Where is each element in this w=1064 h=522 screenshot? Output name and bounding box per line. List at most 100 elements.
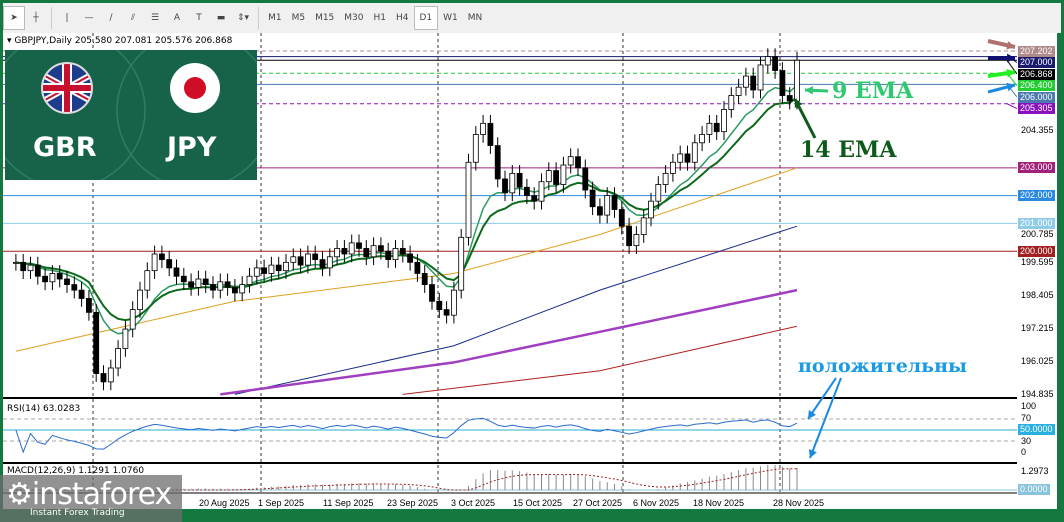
candle <box>597 206 603 216</box>
timeframe-m15[interactable]: M15 <box>315 13 335 23</box>
ema-14-line <box>15 96 798 322</box>
candle <box>42 275 48 283</box>
candle <box>757 64 764 91</box>
arrows-dropdown-icon[interactable]: ⇕▾ <box>237 13 250 23</box>
date-label: 6 Nov 2025 <box>633 498 680 508</box>
candle <box>246 275 253 285</box>
candle <box>173 267 180 277</box>
candle <box>743 75 749 88</box>
candle <box>195 278 202 288</box>
candle <box>538 181 545 202</box>
candle <box>480 122 487 135</box>
pair-left-label: GBR <box>33 132 97 163</box>
chart-canvas[interactable] <box>3 33 1017 509</box>
candle <box>275 264 282 272</box>
candle <box>86 298 92 313</box>
rsi-level: 30 <box>1021 435 1032 446</box>
candle <box>231 286 238 294</box>
timeframe-h1[interactable]: H1 <box>373 13 387 23</box>
vertical-line-icon[interactable]: | <box>65 13 69 23</box>
candle <box>188 281 195 288</box>
fibonacci-fan-icon[interactable]: ⫽ <box>130 13 135 23</box>
cursor-icon[interactable]: ➤ <box>3 6 25 30</box>
timeframe-w1[interactable]: W1 <box>443 13 458 23</box>
price-axis[interactable]: 207.202 207.000 206.868 206.400 206.000 205.3… <box>1017 33 1057 509</box>
timeframe-h4[interactable]: H4 <box>396 13 409 23</box>
candle <box>107 367 114 383</box>
candle <box>348 242 355 255</box>
candle <box>392 248 399 260</box>
candle <box>443 309 450 316</box>
candle <box>239 284 246 294</box>
watermark-tagline: Instant Forex Trading <box>30 508 125 518</box>
trendline-icon[interactable]: / <box>109 13 113 23</box>
uk-flag-icon <box>41 62 93 114</box>
date-label: 23 Sep 2025 <box>387 498 439 508</box>
candle <box>458 236 465 291</box>
candle <box>202 278 209 285</box>
candle <box>494 145 501 180</box>
price-tick: 196.025 <box>1021 356 1054 367</box>
candle <box>502 178 508 194</box>
timeframe-m5[interactable]: M5 <box>291 13 306 23</box>
rsi-line <box>15 417 798 454</box>
timeframe-m1[interactable]: M1 <box>268 13 282 23</box>
candle <box>414 261 421 274</box>
candle <box>721 109 727 133</box>
level-label: 206.400 <box>1018 80 1055 91</box>
candle <box>509 172 516 194</box>
text-label-icon[interactable]: T <box>196 13 202 23</box>
instaforex-watermark: ⚙instaforex Instant Forex Trading <box>0 475 182 522</box>
level-label: 200.000 <box>1018 245 1055 257</box>
timeframe-m30[interactable]: M30 <box>344 13 364 23</box>
ema9-annotation: 9 EMA <box>832 78 914 104</box>
date-label: 15 Oct 2025 <box>513 498 563 508</box>
rectangle-icon[interactable]: ▬ <box>216 13 226 23</box>
candle <box>297 256 304 266</box>
candle <box>319 259 326 269</box>
candle <box>158 253 165 260</box>
candle <box>691 142 698 163</box>
crosshair-icon[interactable]: ┼ <box>33 13 39 23</box>
price-tick: 194.835 <box>1021 389 1054 400</box>
candle <box>772 56 778 71</box>
rsi-label: RSI(14) 63.0283 <box>7 404 81 414</box>
horizontal-line-icon[interactable]: — <box>84 13 94 23</box>
candle <box>531 195 538 202</box>
candle <box>706 122 713 135</box>
timeframe-mn[interactable]: MN <box>467 13 483 23</box>
timeframe-d1[interactable]: D1 <box>413 6 439 30</box>
candle <box>604 195 611 216</box>
arrow-head-icon <box>1006 41 1015 50</box>
text-icon[interactable]: A <box>173 13 181 23</box>
moving-average-line <box>402 325 798 395</box>
level-label: 206.868 <box>1018 68 1055 80</box>
candle <box>582 167 589 191</box>
chart-area[interactable]: ▾ GBPJPY,Daily 205.580 207.081 205.576 2… <box>3 33 1017 509</box>
candle <box>312 253 319 260</box>
candle <box>224 281 231 288</box>
candle <box>633 234 640 247</box>
price-tick: 200.785 <box>1021 229 1054 240</box>
candle <box>575 156 581 169</box>
date-label: 3 Oct 2025 <box>451 498 496 508</box>
candle <box>93 311 100 374</box>
level-label: 206.000 <box>1018 91 1055 103</box>
fibonacci-retracement-icon[interactable]: ☰ <box>150 13 160 23</box>
candle <box>129 309 136 330</box>
candle <box>794 59 800 102</box>
macd-level: 0.0000 <box>1018 484 1050 495</box>
price-tick: 204.355 <box>1021 124 1054 135</box>
candle <box>735 86 742 96</box>
arrow-head-icon <box>1007 53 1015 63</box>
candle <box>465 161 472 238</box>
candle <box>429 284 435 302</box>
candle <box>217 281 224 291</box>
arrow-head-icon <box>1006 68 1015 78</box>
candle <box>421 273 428 285</box>
date-label: 11 Sep 2025 <box>323 498 374 508</box>
candle <box>180 275 187 283</box>
candle <box>545 170 552 183</box>
arrow-head-icon <box>808 449 817 458</box>
date-label: 27 Oct 2025 <box>573 498 623 508</box>
